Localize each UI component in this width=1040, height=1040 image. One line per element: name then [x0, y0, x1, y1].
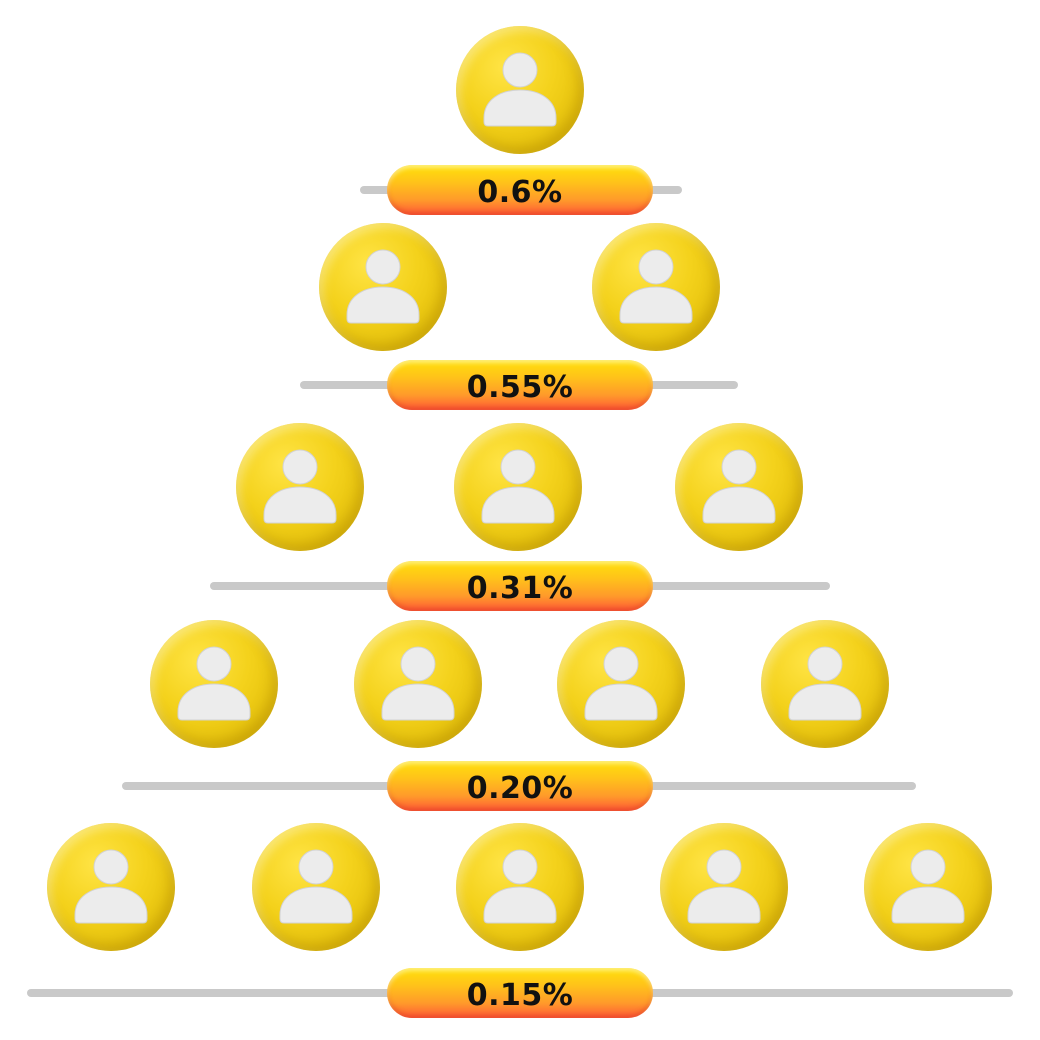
person-head: [721, 449, 757, 485]
person-head: [500, 449, 536, 485]
person-avatar: [761, 620, 889, 748]
person-body: [584, 683, 658, 721]
person-avatar: [252, 823, 380, 951]
person-avatar: [319, 223, 447, 351]
person-body: [788, 683, 862, 721]
person-head: [807, 646, 843, 682]
person-avatar: [150, 620, 278, 748]
person-body: [483, 886, 557, 924]
person-icon: [346, 249, 420, 324]
person-icon: [381, 646, 455, 721]
person-body: [619, 286, 693, 324]
person-icon: [891, 849, 965, 924]
person-avatar: [456, 26, 584, 154]
tier-percentage-pill: 0.6%: [387, 165, 653, 215]
person-icon: [619, 249, 693, 324]
tier-percentage-label: 0.6%: [477, 174, 563, 210]
tier-percentage-label: 0.20%: [466, 770, 574, 806]
person-body: [74, 886, 148, 924]
person-head: [196, 646, 232, 682]
person-avatar: [456, 823, 584, 951]
person-body: [279, 886, 353, 924]
person-body: [687, 886, 761, 924]
person-icon: [702, 449, 776, 524]
person-body: [702, 486, 776, 524]
person-avatar: [675, 423, 803, 551]
person-icon: [481, 449, 555, 524]
tier-percentage-label: 0.31%: [466, 570, 574, 606]
person-avatar: [864, 823, 992, 951]
person-avatar: [47, 823, 175, 951]
person-avatar: [660, 823, 788, 951]
person-avatar: [454, 423, 582, 551]
person-head: [706, 849, 742, 885]
person-icon: [584, 646, 658, 721]
person-head: [502, 52, 538, 88]
person-avatar: [557, 620, 685, 748]
person-icon: [788, 646, 862, 721]
person-icon: [483, 52, 557, 127]
person-head: [365, 249, 401, 285]
person-head: [638, 249, 674, 285]
person-icon: [177, 646, 251, 721]
person-head: [282, 449, 318, 485]
person-icon: [279, 849, 353, 924]
tier-percentage-pill: 0.55%: [387, 360, 653, 410]
person-avatar: [592, 223, 720, 351]
person-avatar: [354, 620, 482, 748]
person-icon: [74, 849, 148, 924]
person-head: [400, 646, 436, 682]
person-body: [177, 683, 251, 721]
person-body: [891, 886, 965, 924]
tier-percentage-label: 0.15%: [466, 977, 574, 1013]
person-body: [381, 683, 455, 721]
tier-percentage-pill: 0.20%: [387, 761, 653, 811]
person-body: [346, 286, 420, 324]
person-head: [603, 646, 639, 682]
person-icon: [483, 849, 557, 924]
tier-percentage-pill: 0.31%: [387, 561, 653, 611]
person-body: [481, 486, 555, 524]
person-body: [483, 89, 557, 127]
tier-percentage-pill: 0.15%: [387, 968, 653, 1018]
person-head: [93, 849, 129, 885]
tier-percentage-label: 0.55%: [466, 369, 574, 405]
person-head: [910, 849, 946, 885]
person-head: [502, 849, 538, 885]
person-body: [263, 486, 337, 524]
person-icon: [687, 849, 761, 924]
person-avatar: [236, 423, 364, 551]
person-head: [298, 849, 334, 885]
person-icon: [263, 449, 337, 524]
